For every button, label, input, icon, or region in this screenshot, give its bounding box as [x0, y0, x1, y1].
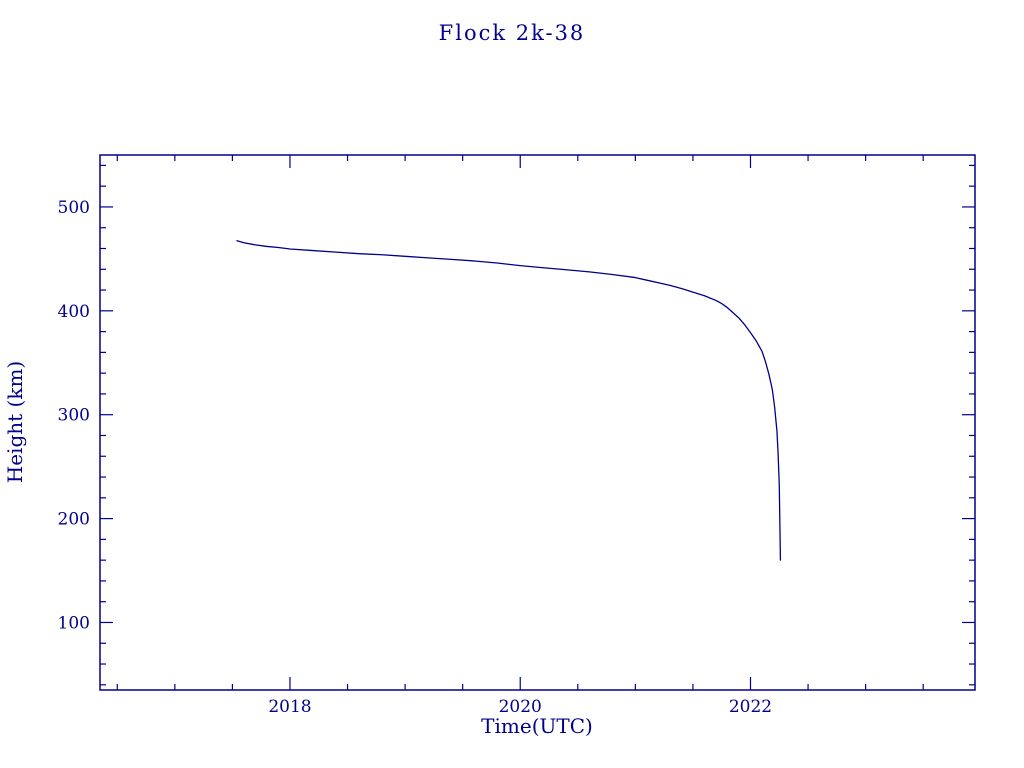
y-tick-label: 200 [58, 510, 90, 530]
x-tick-label: 2020 [499, 697, 542, 717]
x-tick-label: 2018 [268, 697, 311, 717]
y-tick-label: 400 [58, 302, 90, 322]
y-tick-label: 300 [58, 406, 90, 426]
x-axis-label: Time(UTC) [481, 714, 593, 738]
y-axis-label: Height (km) [3, 361, 27, 483]
y-tick-label: 100 [58, 613, 90, 633]
data-series [236, 240, 782, 561]
x-tick-label: 2022 [729, 697, 772, 717]
plot-frame [99, 154, 976, 691]
plot-border [99, 154, 976, 691]
tick-labels: 2018 2020 2022 100 200 300 400 500 [58, 198, 773, 717]
decay-curve [236, 240, 782, 561]
chart-title: Flock 2k-38 [439, 21, 586, 45]
y-tick-label: 500 [58, 198, 90, 218]
axis-ticks [100, 155, 975, 690]
